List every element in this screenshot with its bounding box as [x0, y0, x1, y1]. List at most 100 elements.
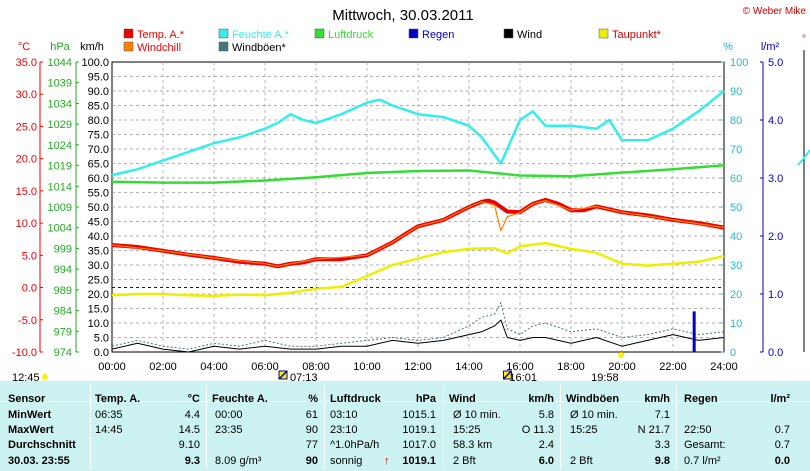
table-cell-cur-temp-val: 9.3 — [184, 455, 200, 467]
svg-text:°: ° — [802, 34, 806, 45]
table-cell-avg-press-val: 1017.0 — [402, 439, 436, 451]
table-cell-cur-gust-text: 2 Bft — [570, 455, 593, 467]
wind-tick-label: 50.0 — [88, 202, 109, 214]
legend-swatch — [218, 28, 229, 39]
legend-item: Windböen* — [218, 41, 287, 54]
wind-tick-label: 75.0 — [88, 130, 109, 142]
table-cell-avg-wind-text: 58.3 km — [453, 439, 493, 451]
humidity-tick-label: 70 — [730, 144, 742, 156]
time-tick-label: 04:00 — [200, 361, 228, 373]
humidity-tick-label: 20 — [730, 289, 742, 301]
wind-tick-label: 70.0 — [88, 144, 109, 156]
temp-tick-label: 25.0 — [16, 121, 37, 133]
temp-tick-label: 10.0 — [16, 218, 37, 230]
rain-tick-label: 3.0 — [768, 173, 783, 185]
rain-tick-label: 5.0 — [768, 57, 783, 69]
wind-tick-label: 60.0 — [88, 173, 109, 185]
series-line-windchill — [111, 200, 725, 267]
legend-swatch — [408, 28, 419, 39]
pressure-tick-label: 989 — [54, 285, 72, 297]
legend-item: Regen — [408, 28, 454, 41]
table-cell-cur-press-val: 1019.1 — [402, 455, 436, 467]
time-tick-label: 08:00 — [302, 361, 330, 373]
table-cell-min-temp-time: 06:35 — [95, 409, 123, 421]
time-tick-label: 02:00 — [149, 361, 177, 373]
table-cell-min-temp-val: 4.4 — [184, 409, 200, 421]
temp-tick-label: -5.0 — [18, 315, 37, 327]
wind-tick-label: 30.0 — [88, 260, 109, 272]
humidity-tick-label: 100 — [730, 57, 748, 69]
table-cell-avg-press-time: ^1.0hPa/h — [330, 439, 380, 451]
grid — [112, 62, 724, 352]
chart-title: Mittwoch, 30.03.2011 — [332, 7, 473, 24]
pressure-tick-label: 1044 — [48, 57, 72, 69]
wind-tick-label: 85.0 — [88, 101, 109, 113]
pressure-tick-label: 999 — [54, 243, 72, 255]
header-humidity-unit: % — [308, 393, 318, 405]
legend-item: Taupunkt* — [598, 28, 662, 41]
legend-swatch — [598, 28, 609, 39]
table-cell-cur-hum-time: 8.09 g/m³ — [215, 455, 262, 467]
legend-label: Regen — [422, 29, 454, 41]
legend-item: Temp. A.* — [123, 28, 185, 41]
table-cell-max-wind-text: 15:25 — [453, 424, 481, 436]
wind-tick-label: 0.0 — [94, 347, 109, 359]
table-cell-cur-press-time: sonnig — [330, 455, 363, 467]
table-cell-max-wind-val: O 11.3 — [521, 424, 554, 436]
legend-item: Windchill — [123, 41, 181, 54]
time-tick-label: 18:00 — [557, 361, 585, 373]
table-cell-avg-rain-val: 0.7 — [774, 439, 790, 451]
table-cell-cur-hum-val: 90 — [305, 455, 318, 467]
table-cell-cur-label: 30.03. 23:55 — [8, 455, 70, 467]
statistics-table: Sensor Temp. A. °C Feuchte A. % Luftdruc… — [0, 381, 810, 471]
wind-axis-unit: km/h — [80, 41, 104, 53]
table-cell-cur-gust-val: 9.8 — [654, 455, 670, 467]
header-wind: Wind — [449, 393, 476, 405]
legend-swatch — [218, 41, 229, 52]
temp-tick-label: 5.0 — [22, 250, 37, 262]
wind-tick-label: 5.0 — [94, 333, 109, 345]
moon-time: 12:45 — [12, 372, 40, 381]
wind-tick-label: 55.0 — [88, 188, 109, 200]
table-cell-min-wind-text: Ø 10 min. — [453, 409, 501, 421]
table-cell-min-wind-val: 5.8 — [538, 409, 554, 421]
series-layer — [111, 90, 725, 353]
humidity-tick-label: 40 — [730, 231, 742, 243]
sun-icon-slash — [278, 370, 288, 380]
pressure-tick-label: 984 — [54, 306, 72, 318]
humidity-tick-label: 50 — [730, 202, 742, 214]
legend-item: Luftdruck — [314, 28, 374, 41]
humidity-axis-unit: % — [723, 41, 733, 53]
humidity-tick-label: 60 — [730, 173, 742, 185]
rain-axis-unit: l/m² — [761, 41, 780, 53]
time-tick-label: 22:00 — [659, 361, 687, 373]
temp-tick-label: 35.0 — [16, 57, 37, 69]
rain-bar — [692, 311, 696, 352]
table-cell-max-rain-text: 22:50 — [684, 424, 712, 436]
legend-item: Feuchte A.* — [218, 28, 290, 41]
legend-item: Wind — [503, 28, 542, 41]
header-temp: Temp. A. — [95, 393, 141, 405]
table-cell-min-press-val: 1015.1 — [402, 409, 436, 421]
header-rain-unit: l/m² — [770, 393, 790, 405]
header-temp-unit: °C — [187, 393, 200, 405]
pressure-tick-label: 979 — [54, 326, 72, 338]
pressure-tick-label: 1014 — [48, 181, 72, 193]
sun-time-label: 07:13 — [290, 372, 318, 381]
time-tick-label: 06:00 — [251, 361, 279, 373]
legend-label: Windböen* — [232, 42, 287, 54]
table-cell-min-press-time: 03:10 — [330, 409, 358, 421]
header-pressure-unit: hPa — [415, 393, 436, 405]
rain-tick-label: 2.0 — [768, 231, 783, 243]
sun-markers: 12:45 07:13 16:01 19:58 — [12, 352, 625, 381]
wind-tick-label: 95.0 — [88, 72, 109, 84]
table-cell-max-rain-val: 0.7 — [774, 424, 790, 436]
legend-label: Taupunkt* — [612, 29, 662, 41]
wind-tick-label: 40.0 — [88, 231, 109, 243]
neighbour-chart-fragment: ° — [797, 34, 810, 352]
pressure-tick-label: 1004 — [48, 223, 72, 235]
humidity-tick-label: 0 — [730, 347, 736, 359]
sun-icon-slash — [502, 370, 512, 380]
legend-label: Feuchte A.* — [232, 29, 290, 41]
legend-label: Temp. A.* — [137, 29, 185, 41]
